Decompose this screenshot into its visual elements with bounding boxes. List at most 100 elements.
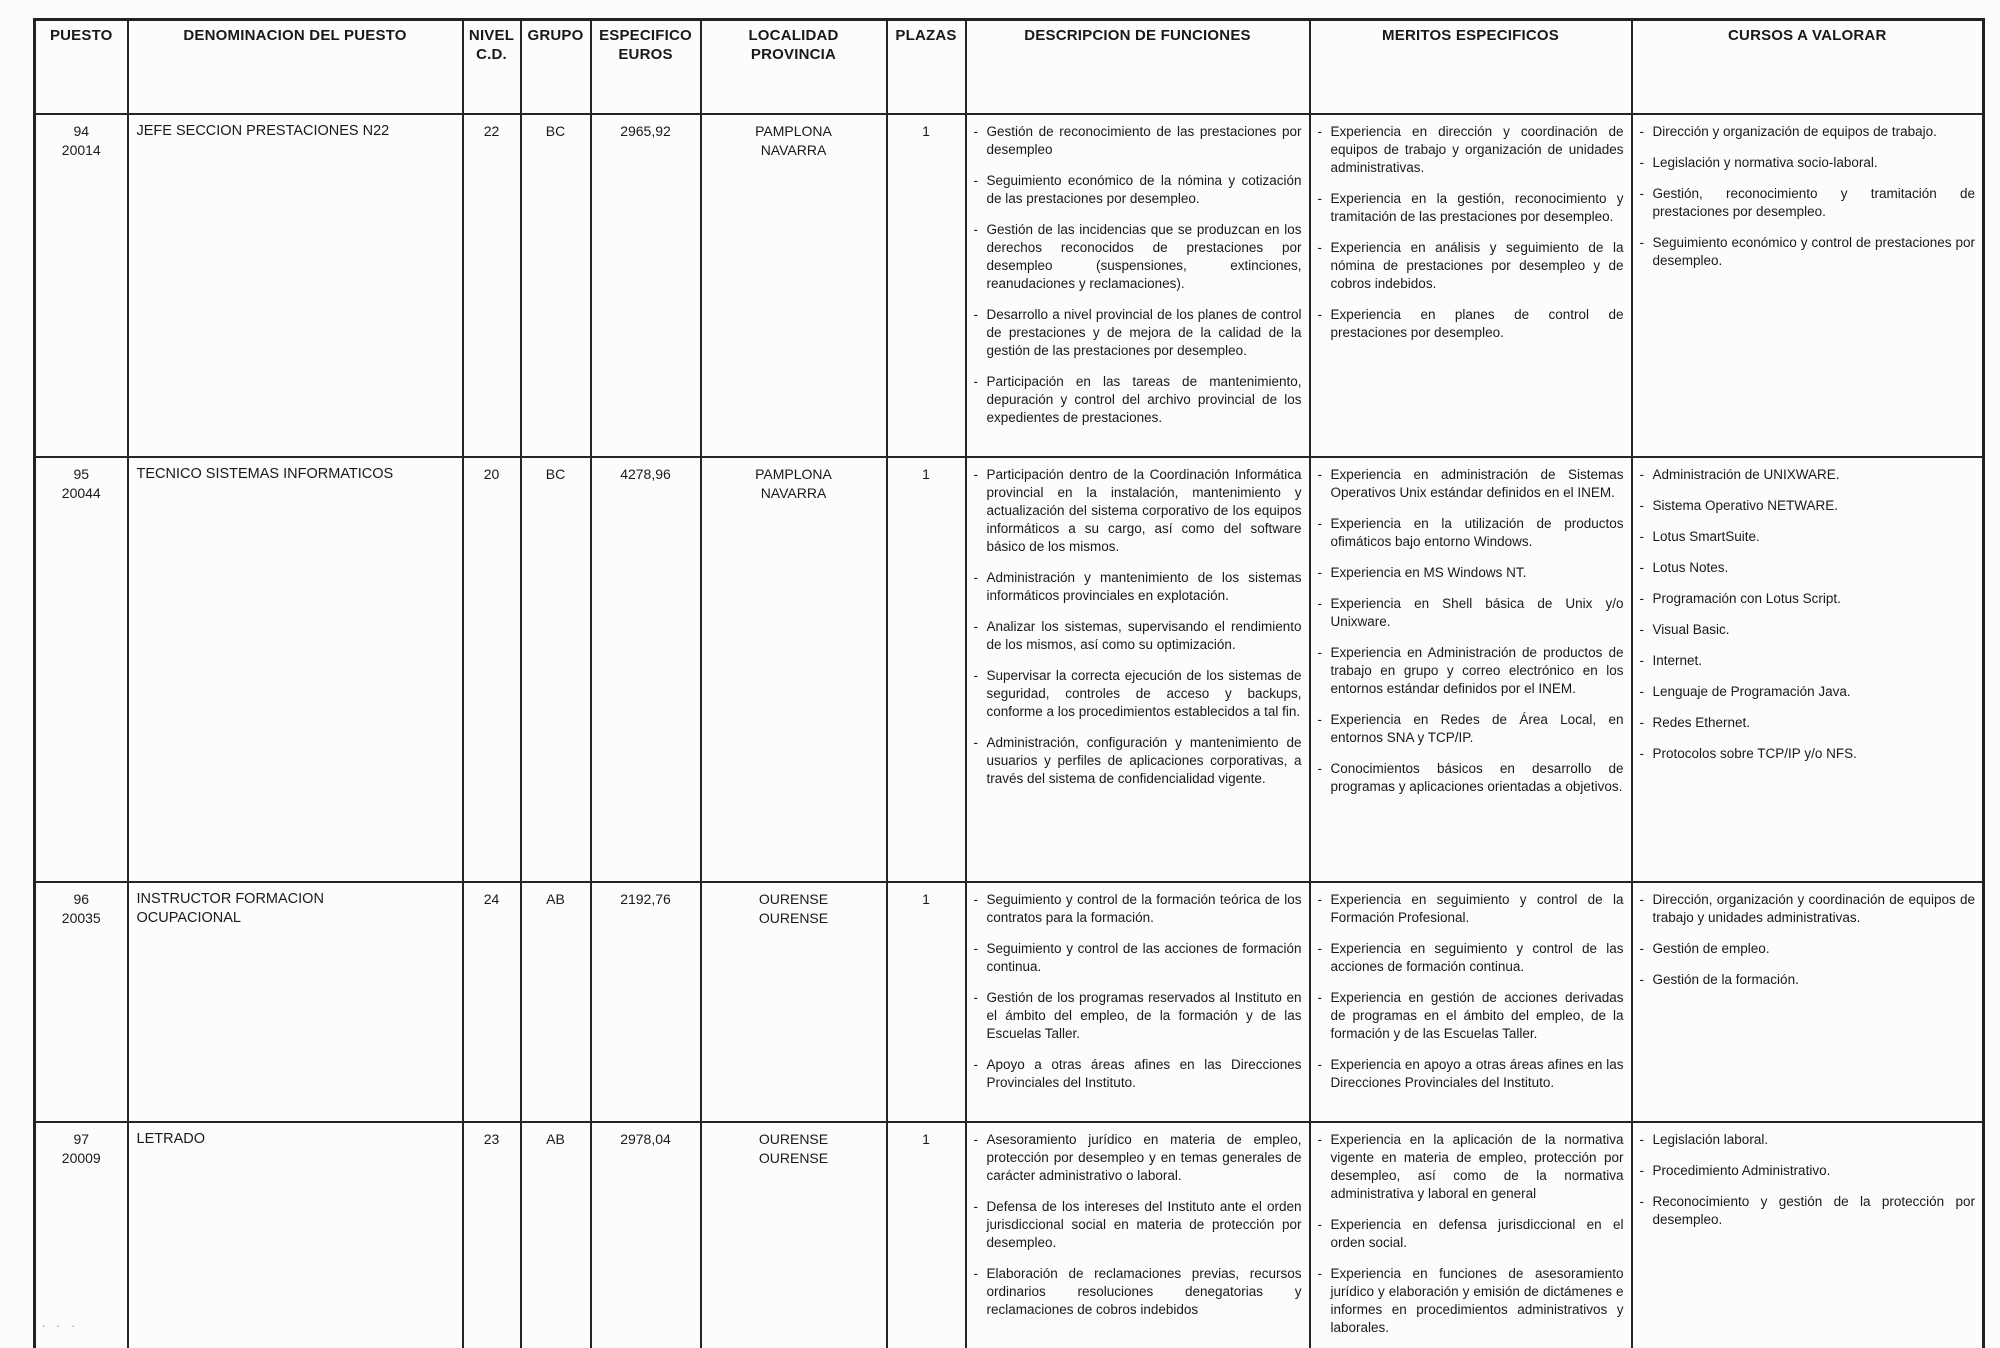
bullet-dash: - <box>1639 154 1645 170</box>
bullet-dash: - <box>1639 714 1645 730</box>
bullet-text: Sistema Operativo NETWARE. <box>1652 497 1839 513</box>
bullet-item: - Lotus Notes. <box>1640 559 1976 577</box>
grupo-cell: AB <box>519 1120 592 1348</box>
col-header-meritos-label: MERITOS ESPECIFICOS <box>1382 27 1559 44</box>
bullet-item: - Gestión de las incidencias que se produ… <box>974 221 1302 293</box>
col-header-meritos: MERITOS ESPECIFICOS <box>1308 18 1633 115</box>
bullet-dash: - <box>973 373 979 389</box>
localidad-value: OURENSE <box>758 890 829 907</box>
puesto-cell: 96 20035 <box>33 880 129 1123</box>
bullet-item: - Redes Ethernet. <box>1640 714 1976 732</box>
bullet-text: Gestión de la formación. <box>1652 971 1799 987</box>
bullet-dash: - <box>1639 683 1645 699</box>
bullet-dash: - <box>1317 1131 1323 1147</box>
puesto-number: 94 <box>73 122 90 139</box>
funciones-list: - Seguimiento y control de la formación t… <box>968 884 1308 1092</box>
bullet-dash: - <box>1639 1193 1645 1209</box>
bullet-item: - Lenguaje de Programación Java. <box>1640 683 1976 701</box>
bullet-text: Experiencia en Shell básica de Unix y/o … <box>1330 595 1624 629</box>
funciones-cell: - Gestión de reconocimiento de las presta… <box>964 112 1311 458</box>
puesto-number: 97 <box>73 1130 90 1147</box>
nivel-value: 20 <box>483 465 500 482</box>
bullet-text: Experiencia en apoyo a otras áreas afine… <box>1330 1056 1624 1090</box>
bullet-text: Procedimiento Administrativo. <box>1652 1162 1831 1178</box>
col-header-grupo: GRUPO <box>519 18 592 115</box>
bullet-text: Experiencia en defensa jurisdiccional en… <box>1330 1216 1624 1250</box>
table-row: 97 20009 LETRADO 23 AB 2978,04 OURENSE O… <box>33 1120 1985 1348</box>
cursos-list: - Dirección, organización y coordinación … <box>1634 884 1982 989</box>
bullet-dash: - <box>1639 590 1645 606</box>
bullet-text: Experiencia en la utilización de product… <box>1330 515 1624 549</box>
col-header-especifico-label: ESPECIFICO EUROS <box>599 27 692 63</box>
bullet-item: - Experiencia en apoyo a otras áreas afin… <box>1318 1056 1624 1092</box>
bullet-item: - Supervisar la correcta ejecución de los… <box>974 667 1302 721</box>
bullet-text: Dirección y organización de equipos de t… <box>1652 123 1937 139</box>
grupo-value: AB <box>546 890 565 907</box>
bullet-item: - Sistema Operativo NETWARE. <box>1640 497 1976 515</box>
bullet-text: Experiencia en la gestión, reconocimient… <box>1330 190 1624 224</box>
especifico-value: 2965,92 <box>620 122 671 139</box>
bullet-text: Reconocimiento y gestión de la protecció… <box>1652 1193 1976 1227</box>
bullet-item: - Defensa de los intereses del Instituto … <box>974 1198 1302 1252</box>
bullet-item: - Elaboración de reclamaciones previas, r… <box>974 1265 1302 1319</box>
col-header-puesto: PUESTO <box>33 18 129 115</box>
bullet-item: - Experiencia en seguimiento y control de… <box>1318 940 1624 976</box>
bullet-text: Lotus Notes. <box>1652 559 1729 575</box>
bullet-dash: - <box>1639 745 1645 761</box>
col-header-cursos-label: CURSOS A VALORAR <box>1728 27 1887 44</box>
bullet-item: - Desarrollo a nivel provincial de los pl… <box>974 306 1302 360</box>
plazas-value: 1 <box>922 890 930 907</box>
plazas-cell: 1 <box>885 880 967 1123</box>
job-positions-table: PUESTO DENOMINACION DEL PUESTO NIVEL C.D… <box>33 18 1985 1348</box>
bullet-item: - Administración y mantenimiento de los s… <box>974 569 1302 605</box>
col-header-cursos: CURSOS A VALORAR <box>1630 18 1985 115</box>
bullet-item: - Seguimiento económico de la nómina y co… <box>974 172 1302 208</box>
bullet-text: Experiencia en funciones de asesoramient… <box>1330 1265 1624 1335</box>
denominacion-cell: JEFE SECCION PRESTACIONES N22 <box>126 112 464 458</box>
header-row: PUESTO DENOMINACION DEL PUESTO NIVEL C.D… <box>33 18 1985 115</box>
plazas-value: 1 <box>922 122 930 139</box>
bullet-text: Conocimientos básicos en desarrollo de p… <box>1330 760 1624 794</box>
bullet-text: Asesoramiento jurídico en materia de emp… <box>986 1131 1302 1183</box>
localidad-cell: PAMPLONA NAVARRA <box>699 455 888 883</box>
puesto-code: 20009 <box>61 1149 101 1166</box>
plazas-value: 1 <box>922 465 930 482</box>
cursos-cell: - Legislación laboral. - Procedimiento Admi… <box>1630 1120 1985 1348</box>
bullet-text: Dirección, organización y coordinación d… <box>1652 891 1976 925</box>
especifico-cell: 2965,92 <box>589 112 702 458</box>
table-row: 95 20044 TECNICO SISTEMAS INFORMATICOS 2… <box>33 455 1985 883</box>
col-header-plazas-label: PLAZAS <box>895 27 957 44</box>
meritos-cell: - Experiencia en seguimiento y control de… <box>1308 880 1633 1123</box>
puesto-number: 95 <box>73 465 90 482</box>
bullet-dash: - <box>1639 466 1645 482</box>
puesto-code: 20044 <box>61 484 101 501</box>
provincia-value: OURENSE <box>758 909 829 926</box>
bullet-dash: - <box>1639 234 1645 250</box>
bullet-text: Administración de UNIXWARE. <box>1652 466 1840 482</box>
bullet-item: - Apoyo a otras áreas afines en las Direc… <box>974 1056 1302 1092</box>
bullet-dash: - <box>973 734 979 750</box>
bullet-item: - Gestión, reconocimiento y tramitación d… <box>1640 185 1976 221</box>
bullet-dash: - <box>1639 1162 1645 1178</box>
col-header-denominacion: DENOMINACION DEL PUESTO <box>126 18 464 115</box>
bullet-dash: - <box>973 1056 979 1072</box>
bullet-item: - Administración, configuración y manteni… <box>974 734 1302 788</box>
bullet-dash: - <box>1317 1056 1323 1072</box>
bullet-text: Internet. <box>1652 652 1703 668</box>
denominacion-cell: LETRADO <box>126 1120 464 1348</box>
bullet-dash: - <box>1317 595 1323 611</box>
nivel-value: 23 <box>483 1130 500 1147</box>
bullet-dash: - <box>1639 1131 1645 1147</box>
puesto-cell: 95 20044 <box>33 455 129 883</box>
col-header-funciones: DESCRIPCION DE FUNCIONES <box>964 18 1311 115</box>
bullet-text: Experiencia en dirección y coordinación … <box>1330 123 1624 175</box>
bullet-dash: - <box>1317 940 1323 956</box>
bullet-dash: - <box>973 1198 979 1214</box>
bullet-item: - Seguimiento económico y control de pres… <box>1640 234 1976 270</box>
bullet-text: Lenguaje de Programación Java. <box>1652 683 1851 699</box>
bullet-item: - Analizar los sistemas, supervisando el … <box>974 618 1302 654</box>
nivel-cell: 24 <box>461 880 522 1123</box>
denominacion-text: LETRADO <box>136 1130 206 1147</box>
grupo-value: AB <box>546 1130 565 1147</box>
bullet-dash: - <box>1317 239 1323 255</box>
